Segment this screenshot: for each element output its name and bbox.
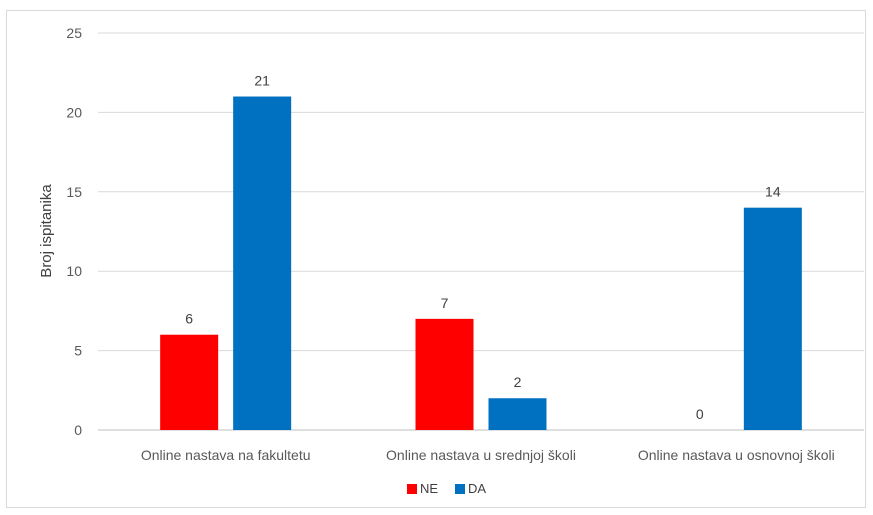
gridlines: [98, 32, 864, 431]
category-label: Online nastava u osnovnoj školi: [638, 447, 835, 463]
legend: NE DA: [407, 481, 486, 496]
bars: [160, 96, 802, 431]
category-labels: Online nastava na fakultetu Online nastav…: [141, 447, 835, 463]
y-tick-label: 0: [74, 422, 82, 438]
category-label: Online nastava na fakultetu: [141, 447, 311, 463]
data-label-da-1: 2: [514, 374, 522, 390]
category-label: Online nastava u srednjoj školi: [386, 447, 576, 463]
bar-ne-0: [160, 334, 219, 430]
bar-ne-1: [415, 318, 474, 430]
data-label-da-2: 14: [765, 184, 781, 200]
legend-label-da: DA: [468, 481, 486, 496]
data-label-ne-0: 6: [185, 311, 193, 327]
data-label-da-0: 21: [254, 73, 270, 89]
bar-da-1: [488, 398, 547, 430]
y-tick-label: 10: [66, 263, 82, 279]
bar-da-2: [743, 207, 802, 430]
data-labels: 6 21 7 2 0 14: [185, 73, 781, 422]
bar-da-0: [233, 96, 292, 431]
legend-swatch-ne: [407, 484, 417, 494]
data-label-ne-1: 7: [441, 295, 449, 311]
y-tick-label: 25: [66, 25, 82, 41]
legend-swatch-da: [455, 484, 465, 494]
y-axis-title: Broj ispitanika: [38, 184, 55, 278]
y-axis-ticks: 0 5 10 15 20 25: [66, 25, 82, 438]
y-tick-label: 20: [66, 104, 82, 120]
y-tick-label: 5: [74, 343, 82, 359]
y-tick-label: 15: [66, 184, 82, 200]
legend-label-ne: NE: [420, 481, 438, 496]
data-label-ne-2: 0: [696, 406, 704, 422]
